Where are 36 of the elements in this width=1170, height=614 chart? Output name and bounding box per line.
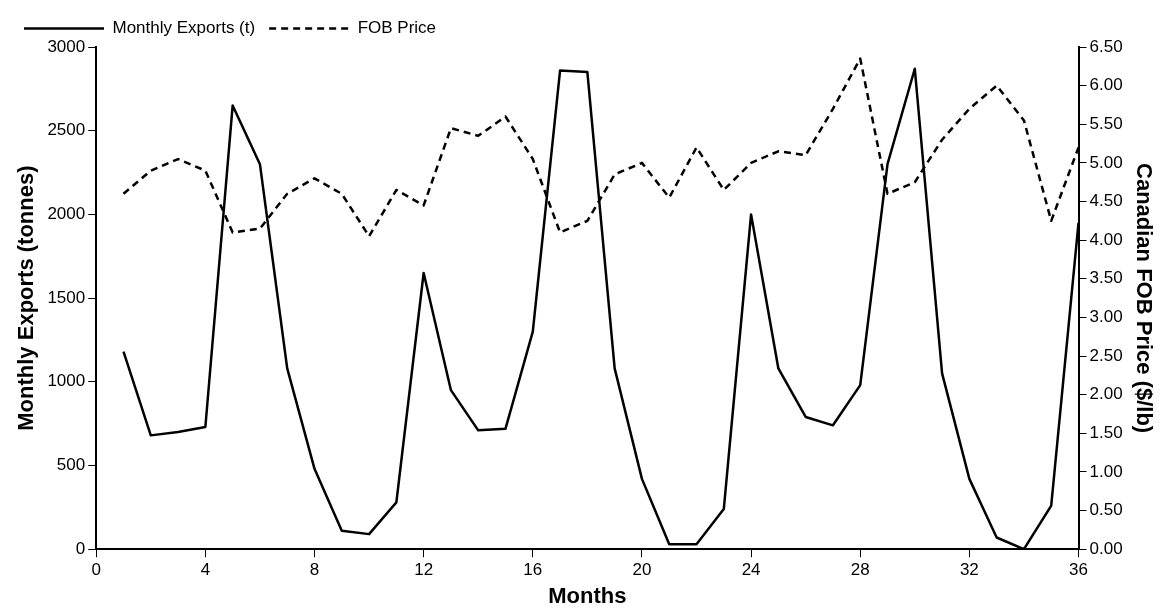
y2-tick-label: 6.50 [1089, 36, 1123, 56]
x-tick-label: 28 [850, 560, 870, 580]
legend-label: Monthly Exports (t) [112, 18, 256, 38]
y2-tick-label: 2.50 [1089, 345, 1123, 365]
y-tick-label: 2500 [47, 120, 86, 140]
x-tick-label: 36 [1069, 560, 1088, 580]
y-tick-label: 1000 [47, 371, 86, 391]
y-tick-label: 0 [75, 538, 86, 558]
x-tick-label: 12 [414, 560, 434, 580]
y2-tick-label: 0.50 [1089, 500, 1123, 520]
y2-axis-title: Canadian FOB Price ($/lb) [1131, 163, 1157, 434]
x-tick-label: 32 [959, 560, 979, 580]
x-tick-label: 0 [91, 560, 101, 580]
y-tick-label: 2000 [47, 204, 86, 224]
y2-tick-label: 2.00 [1089, 384, 1123, 404]
legend-label: FOB Price [357, 18, 437, 38]
y2-tick-label: 5.50 [1089, 113, 1123, 133]
y2-tick-label: 3.50 [1089, 268, 1123, 288]
y-axis-title: Monthly Exports (tonnes) [13, 165, 39, 431]
x-tick-label: 4 [200, 560, 211, 580]
x-tick-label: 24 [741, 560, 761, 580]
y2-tick-label: 4.00 [1089, 229, 1123, 249]
y2-tick-label: 5.00 [1089, 152, 1123, 172]
x-tick-label: 20 [632, 560, 652, 580]
y-tick-label: 500 [56, 455, 86, 475]
y2-tick-label: 1.00 [1089, 461, 1123, 481]
y2-tick-label: 1.50 [1089, 423, 1123, 442]
y-tick-label: 3000 [47, 36, 86, 56]
y2-tick-label: 0.00 [1089, 538, 1123, 558]
y-tick-label: 1500 [47, 287, 86, 307]
x-tick-label: 16 [523, 560, 543, 580]
y2-tick-label: 3.00 [1089, 307, 1123, 327]
x-tick-label: 8 [309, 560, 320, 580]
x-axis-title: Months [548, 582, 627, 608]
y2-tick-label: 4.50 [1089, 191, 1123, 211]
y2-tick-label: 6.00 [1089, 75, 1123, 95]
